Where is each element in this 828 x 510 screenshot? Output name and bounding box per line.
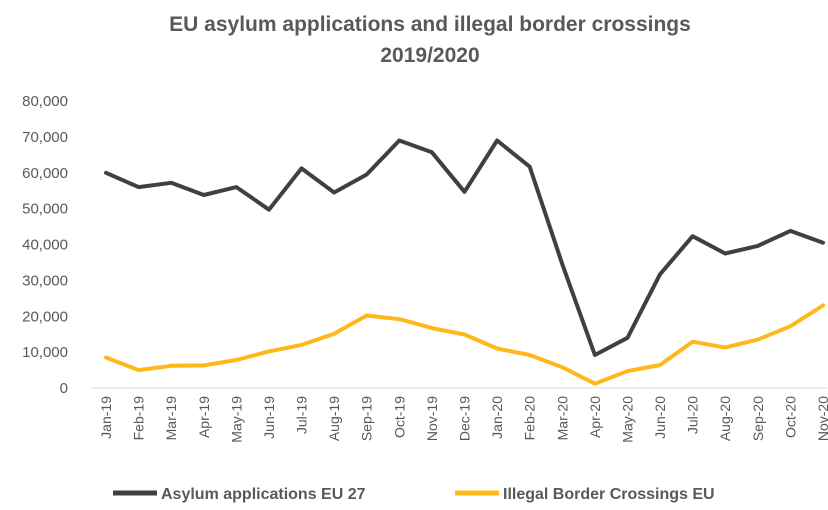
x-tick-label: Oct-19 [391,396,407,438]
y-tick-label: 20,000 [22,308,68,325]
x-tick-label: Nov-19 [424,396,440,441]
y-tick-label: 0 [60,380,68,397]
x-tick-label: Oct-20 [782,396,798,438]
x-tick-label: May-20 [619,396,635,443]
x-tick-label: Aug-19 [326,396,342,441]
x-tick-label: Aug-20 [717,396,733,441]
x-tick-label: Dec-19 [457,396,473,441]
x-tick-label: Jun-19 [261,396,277,439]
x-tick-label: Feb-20 [522,396,538,441]
legend-label-0: Asylum applications EU 27 [161,486,366,503]
y-tick-label: 40,000 [22,237,68,254]
chart-subtitle: 2019/2020 [380,44,479,67]
y-tick-label: 70,000 [22,129,68,146]
x-tick-label: Jul-19 [294,396,310,434]
chart-title: EU asylum applications and illegal borde… [169,13,691,36]
x-tick-label: Sep-20 [750,396,766,441]
x-tick-label: Apr-19 [196,396,212,438]
series-line-1 [104,303,825,386]
y-tick-label: 60,000 [22,165,68,182]
x-tick-label: Jan-19 [98,396,114,439]
x-tick-label: Feb-19 [131,396,147,441]
series-lines [104,138,825,386]
series-line-0 [104,138,825,357]
y-axis-ticks: 80,000 70,000 60,000 50,000 40,000 30,000 20,0… [22,93,68,397]
x-tick-label: Mar-20 [554,396,570,441]
x-tick-label: Sep-19 [359,396,375,441]
legend-label-1: Illegal Border Crossings EU [503,486,715,503]
legend: Asylum applications EU 27 Illegal Border … [113,486,715,503]
x-tick-label: May-19 [228,396,244,443]
x-tick-label: Nov-20 [815,396,828,441]
y-tick-label: 50,000 [22,201,68,218]
x-tick-label: Jun-20 [652,396,668,439]
x-tick-label: Mar-19 [163,396,179,441]
y-tick-label: 80,000 [22,93,68,110]
y-tick-label: 30,000 [22,272,68,289]
x-tick-label: Apr-20 [587,396,603,438]
x-axis-ticks: Jan-19 Feb-19 Mar-19 Apr-19 May-19 Jun-19 Jul-… [98,396,828,443]
y-tick-label: 10,000 [22,344,68,361]
x-tick-label: Jul-20 [685,396,701,434]
x-tick-label: Jan-20 [489,396,505,439]
